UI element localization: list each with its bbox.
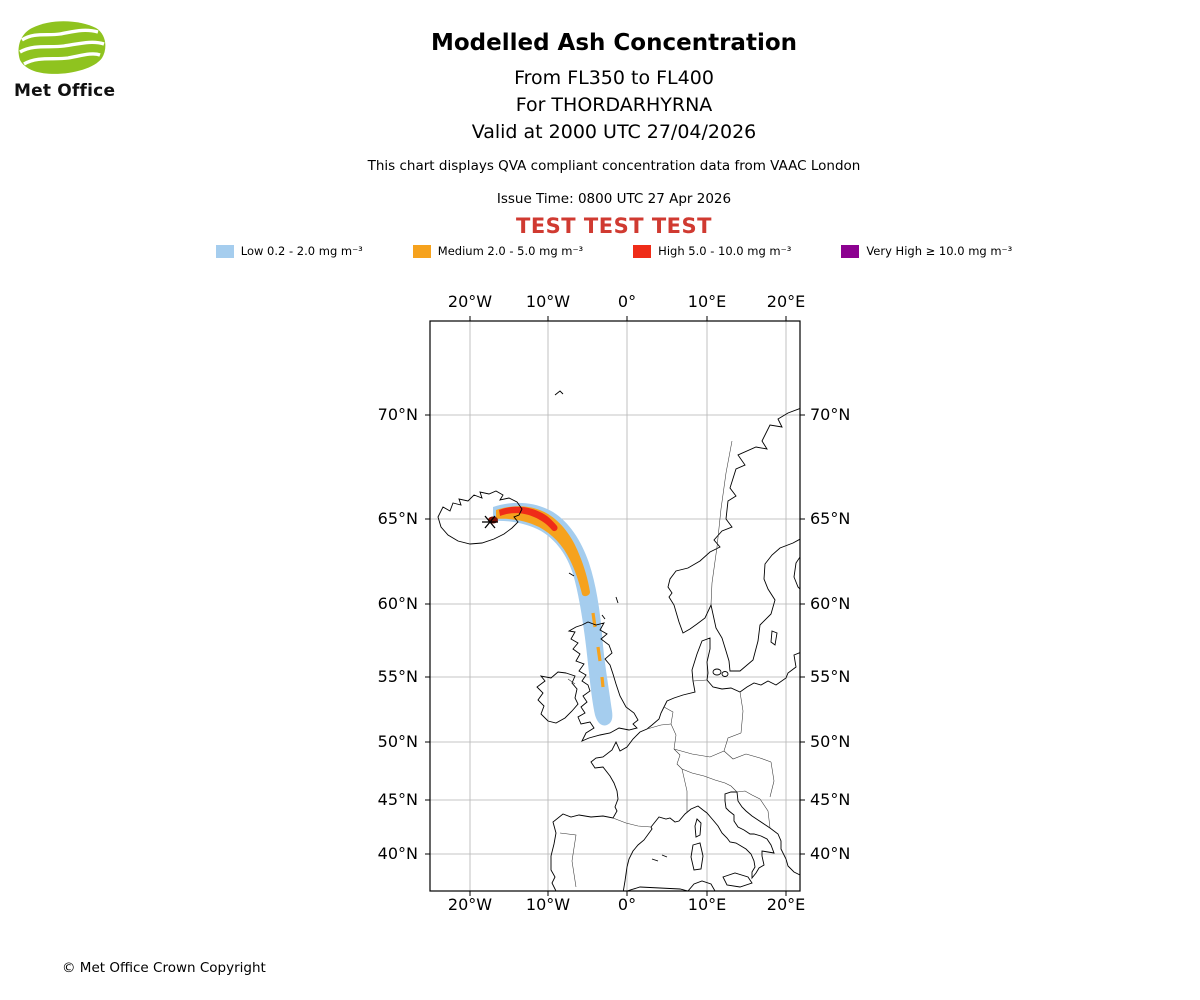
legend-label-medium: Medium 2.0 - 5.0 mg m⁻³ — [437, 244, 584, 258]
met-office-logo-symbol — [18, 21, 106, 74]
lon-tick-label: 20°W — [447, 292, 493, 311]
lon-tick-label: 10°W — [525, 292, 571, 311]
lat-tick-label: 60°N — [810, 594, 851, 613]
copyright-notice: © Met Office Crown Copyright — [62, 960, 266, 976]
issue-time: Issue Time: 0800 UTC 27 Apr 2026 — [496, 191, 732, 207]
legend-label-low: Low 0.2 - 2.0 mg m⁻³ — [240, 244, 363, 258]
lat-tick-label: 40°N — [377, 844, 418, 863]
lon-tick-label: 20°E — [766, 895, 806, 914]
legend-item-very-high: Very High ≥ 10.0 mg m⁻³ — [841, 244, 1012, 258]
axis-ticks — [425, 316, 805, 896]
low-swatch — [215, 244, 234, 258]
graticule — [430, 321, 800, 891]
lat-tick-label: 60°N — [377, 594, 418, 613]
lat-tick-label: 65°N — [377, 509, 418, 528]
volcano-line: For THORDARHYRNA — [515, 94, 713, 116]
lat-tick-label: 70°N — [810, 405, 851, 424]
lat-tick-label: 50°N — [810, 732, 851, 751]
met-office-logo: Met Office — [14, 20, 134, 101]
lon-tick-label: 0° — [617, 292, 637, 311]
lat-tick-label: 45°N — [810, 790, 851, 809]
legend-item-medium: Medium 2.0 - 5.0 mg m⁻³ — [412, 244, 584, 258]
map-panel — [420, 311, 810, 901]
legend-label-very-high: Very High ≥ 10.0 mg m⁻³ — [866, 244, 1013, 258]
ash-contour-medium — [496, 506, 590, 597]
ash-contour-low — [493, 502, 613, 726]
lon-tick-label: 10°E — [687, 895, 727, 914]
legend: Low 0.2 - 2.0 mg m⁻³ Medium 2.0 - 5.0 mg… — [14, 244, 1200, 258]
lat-tick-label: 55°N — [810, 667, 851, 686]
title-block: Modelled Ash Concentration From FL350 to… — [14, 30, 1200, 146]
lat-tick-label: 45°N — [377, 790, 418, 809]
map-frame — [429, 320, 801, 892]
national-borders — [559, 440, 775, 888]
very-high-swatch — [841, 244, 860, 258]
test-banner: TEST TEST TEST — [516, 214, 712, 238]
lon-tick-label: 10°E — [687, 292, 727, 311]
flight-level-line: From FL350 to FL400 — [514, 67, 714, 89]
coastlines — [437, 390, 800, 891]
lon-tick-label: 20°W — [447, 895, 493, 914]
high-swatch — [633, 244, 652, 258]
qva-description: This chart displays QVA compliant concen… — [367, 158, 861, 174]
lat-tick-label: 40°N — [810, 844, 851, 863]
lon-tick-label: 0° — [617, 895, 637, 914]
legend-item-low: Low 0.2 - 2.0 mg m⁻³ — [215, 244, 363, 258]
medium-swatch — [412, 244, 431, 258]
page-title: Modelled Ash Concentration — [430, 30, 798, 56]
lat-tick-label: 65°N — [810, 509, 851, 528]
met-office-logo-text: Met Office — [14, 81, 116, 101]
lat-tick-label: 50°N — [377, 732, 418, 751]
lat-tick-label: 55°N — [377, 667, 418, 686]
valid-time-line: Valid at 2000 UTC 27/04/2026 — [471, 121, 757, 143]
ash-contour-high — [499, 506, 558, 532]
legend-item-high: High 5.0 - 10.0 mg m⁻³ — [633, 244, 791, 258]
lon-tick-label: 20°E — [766, 292, 806, 311]
volcano-marker-icon — [482, 515, 498, 529]
map-svg — [425, 316, 805, 896]
legend-label-high: High 5.0 - 10.0 mg m⁻³ — [658, 244, 792, 258]
lon-tick-label: 10°W — [525, 895, 571, 914]
lat-tick-label: 70°N — [377, 405, 418, 424]
